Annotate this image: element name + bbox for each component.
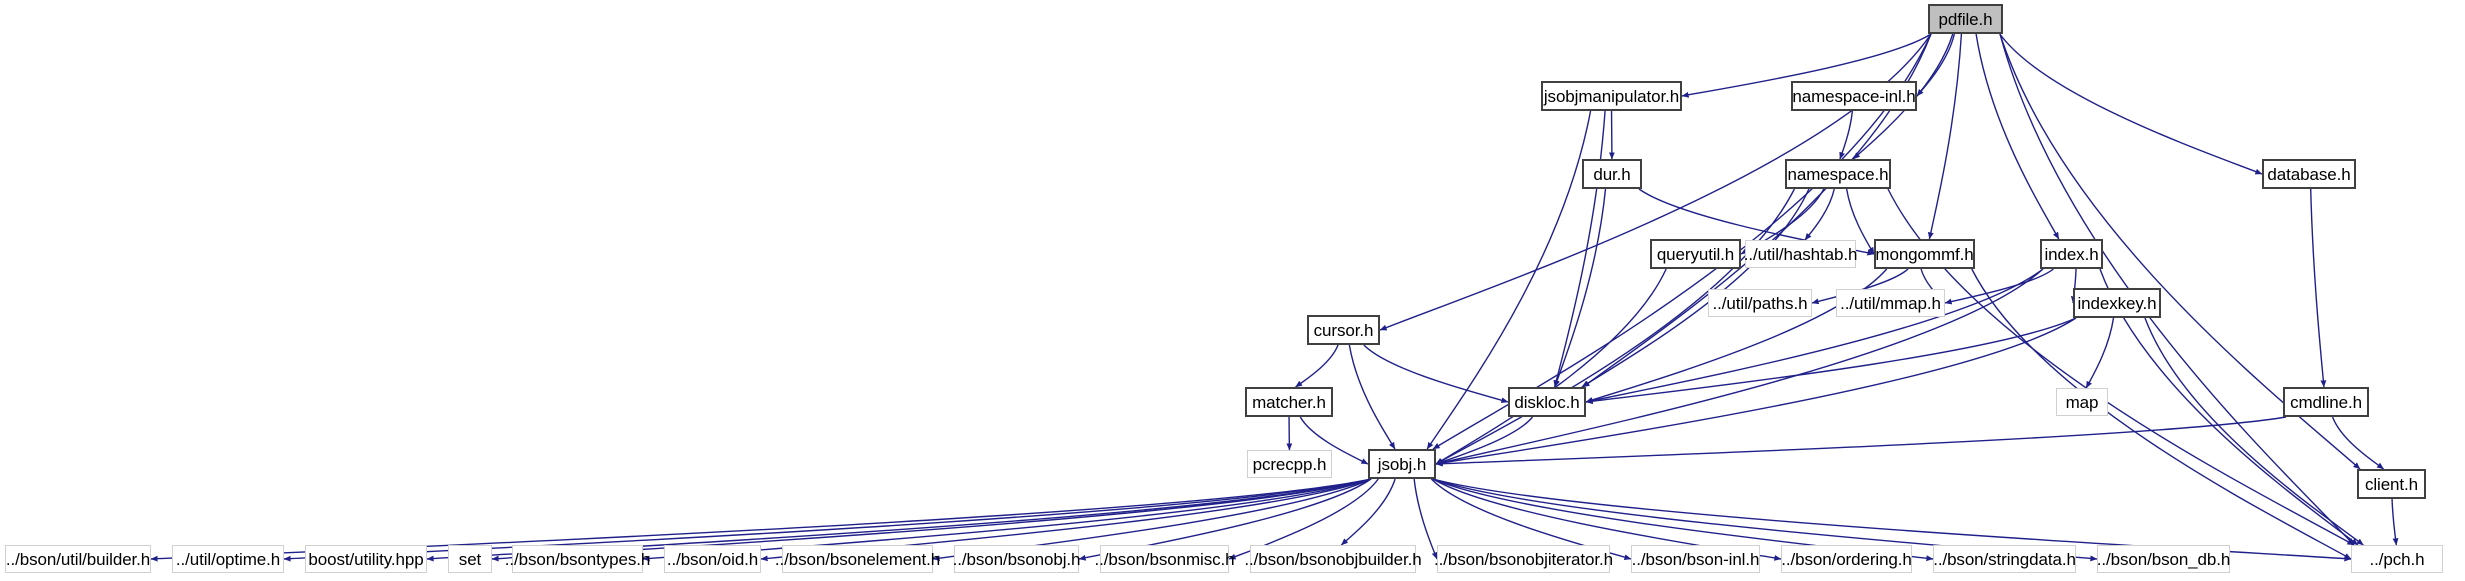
graph-node-bsonobj[interactable]: ../bson/bsonobj.h bbox=[953, 545, 1081, 573]
graph-node-bsondb[interactable]: ../bson/bson_db.h bbox=[2097, 545, 2230, 573]
graph-edge-pdfile-to-database bbox=[1999, 33, 2263, 175]
graph-edge-namespace-to-diskloc bbox=[1581, 188, 1810, 388]
graph-edge-pdfile-to-namespaceinl bbox=[1916, 33, 1956, 97]
graph-node-bsonobjbuilder[interactable]: ../bson/bsonobjbuilder.h bbox=[1244, 545, 1422, 573]
graph-edge-jsobj-to-bsonobjbuilder bbox=[1340, 478, 1396, 546]
graph-edge-cmdline-to-client bbox=[2331, 416, 2385, 470]
graph-node-mmap[interactable]: ../util/mmap.h bbox=[1836, 289, 1945, 317]
graph-edge-indexkey-to-pch bbox=[2144, 317, 2364, 546]
graph-edge-dur-to-diskloc bbox=[1554, 188, 1607, 388]
graph-edge-cmdline-to-jsobj bbox=[1435, 416, 2287, 467]
graph-edge-indexkey-to-map bbox=[2085, 317, 2115, 389]
graph-edge-namespace-to-jsobj bbox=[1435, 188, 1796, 465]
graph-node-pch[interactable]: ../pch.h bbox=[2351, 545, 2443, 573]
graph-node-pcrecpp[interactable]: pcrecpp.h bbox=[1247, 450, 1332, 478]
graph-node-dur[interactable]: dur.h bbox=[1582, 159, 1642, 189]
graph-edge-diskloc-to-jsobj bbox=[1435, 416, 1534, 465]
graph-node-database[interactable]: database.h bbox=[2262, 159, 2356, 189]
graph-edge-cursor-to-matcher bbox=[1295, 344, 1339, 388]
graph-node-bsonelement[interactable]: ../bson/bsonelement.h bbox=[775, 545, 940, 573]
graph-node-matcher[interactable]: matcher.h bbox=[1245, 387, 1333, 417]
graph-edge-pdfile-to-pch bbox=[1999, 33, 2355, 546]
graph-node-client[interactable]: client.h bbox=[2357, 469, 2426, 499]
graph-node-builder[interactable]: ../bson/util/builder.h bbox=[5, 545, 151, 573]
graph-edge-jsobjmanipulator-to-diskloc bbox=[1553, 110, 1606, 388]
graph-node-index[interactable]: index.h bbox=[2040, 239, 2103, 269]
graph-edge-index-to-mmap bbox=[1944, 268, 2054, 305]
graph-node-namespaceinl[interactable]: namespace-inl.h bbox=[1791, 81, 1917, 111]
graph-node-indexkey[interactable]: indexkey.h bbox=[2073, 288, 2161, 318]
graph-node-set[interactable]: set bbox=[448, 545, 492, 573]
graph-node-bsontypes[interactable]: ../bson/bsontypes.h bbox=[505, 545, 650, 573]
graph-node-stringdata[interactable]: ../bson/stringdata.h bbox=[1933, 545, 2076, 573]
graph-edge-cursor-to-diskloc bbox=[1363, 344, 1509, 403]
graph-node-mongommf[interactable]: mongommf.h bbox=[1874, 239, 1975, 269]
graph-node-optime[interactable]: ../util/optime.h bbox=[172, 545, 284, 573]
graph-edge-queryutil-to-jsobj bbox=[1435, 268, 1667, 465]
graph-edge-index-to-diskloc bbox=[1585, 268, 2044, 404]
graph-node-namespace[interactable]: namespace.h bbox=[1785, 159, 1891, 189]
graph-edge-namespaceinl-to-namespace bbox=[1839, 110, 1854, 160]
graph-node-diskloc[interactable]: diskloc.h bbox=[1508, 387, 1586, 417]
graph-edge-database-to-cmdline bbox=[2310, 188, 2327, 388]
graph-node-jsobj[interactable]: jsobj.h bbox=[1368, 449, 1436, 479]
graph-node-bsoninl[interactable]: ../bson/bson-inl.h bbox=[1631, 545, 1760, 573]
graph-edge-namespace-to-hashtab bbox=[1804, 188, 1835, 241]
graph-edge-pdfile-to-index bbox=[1975, 33, 2060, 240]
graph-node-oid[interactable]: ../bson/oid.h bbox=[664, 545, 761, 573]
graph-node-ordering[interactable]: ../bson/ordering.h bbox=[1781, 545, 1912, 573]
graph-node-utilityhpp[interactable]: boost/utility.hpp bbox=[305, 545, 427, 573]
graph-node-cmdline[interactable]: cmdline.h bbox=[2283, 387, 2369, 417]
graph-node-bsonmisc[interactable]: ../bson/bsonmisc.h bbox=[1095, 545, 1235, 573]
graph-edge-cursor-to-jsobj bbox=[1348, 344, 1396, 450]
graph-edge-client-to-pch bbox=[2391, 498, 2399, 546]
graph-edge-indexkey-to-diskloc bbox=[1585, 317, 2077, 405]
graph-edge-jsobj-to-bsonobjiterator bbox=[1413, 478, 1438, 560]
graph-node-bsonobjiterator[interactable]: ../bson/bsonobjiterator.h bbox=[1434, 545, 1613, 573]
graph-node-cursor[interactable]: cursor.h bbox=[1307, 315, 1380, 345]
graph-node-hashtab[interactable]: ../util/hashtab.h bbox=[1744, 240, 1857, 268]
graph-node-queryutil[interactable]: queryutil.h bbox=[1650, 239, 1741, 269]
graph-edge-pdfile-to-mongommf bbox=[1927, 33, 1963, 240]
graph-node-map[interactable]: map bbox=[2056, 388, 2108, 416]
graph-node-pdfile[interactable]: pdfile.h bbox=[1928, 4, 2003, 34]
graph-node-paths[interactable]: ../util/paths.h bbox=[1708, 289, 1812, 317]
graph-node-jsobjmanipulator[interactable]: jsobjmanipulator.h bbox=[1541, 81, 1682, 111]
